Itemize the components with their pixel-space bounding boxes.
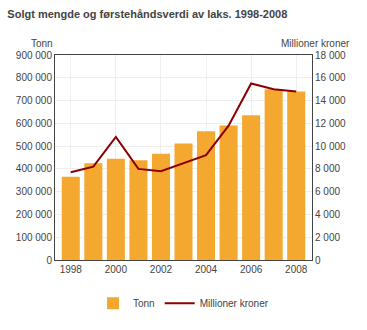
svg-text:Solgt mengde og førstehåndsver: Solgt mengde og førstehåndsverdi av laks… xyxy=(7,8,287,20)
svg-text:10 000: 10 000 xyxy=(315,141,346,152)
svg-text:300 000: 300 000 xyxy=(16,186,53,197)
svg-text:400 000: 400 000 xyxy=(16,163,53,174)
svg-text:6 000: 6 000 xyxy=(315,186,340,197)
svg-text:2 000: 2 000 xyxy=(315,232,340,243)
svg-text:Tonn: Tonn xyxy=(31,38,53,49)
svg-text:2000: 2000 xyxy=(105,264,128,275)
svg-text:12 000: 12 000 xyxy=(315,118,346,129)
svg-text:1998: 1998 xyxy=(60,264,83,275)
svg-text:2008: 2008 xyxy=(285,264,308,275)
svg-text:0: 0 xyxy=(315,255,321,266)
svg-text:0: 0 xyxy=(46,255,52,266)
svg-text:200 000: 200 000 xyxy=(16,209,53,220)
svg-text:100 000: 100 000 xyxy=(16,232,53,243)
svg-text:600 000: 600 000 xyxy=(16,118,53,129)
svg-text:Tonn: Tonn xyxy=(133,298,155,309)
svg-text:18 000: 18 000 xyxy=(315,50,346,61)
svg-text:2006: 2006 xyxy=(240,264,263,275)
svg-text:14 000: 14 000 xyxy=(315,95,346,106)
svg-text:4 000: 4 000 xyxy=(315,209,340,220)
svg-text:16 000: 16 000 xyxy=(315,72,346,83)
svg-text:800 000: 800 000 xyxy=(16,72,53,83)
svg-text:500 000: 500 000 xyxy=(16,141,53,152)
svg-text:700 000: 700 000 xyxy=(16,95,53,106)
svg-text:2004: 2004 xyxy=(195,264,218,275)
svg-text:900 000: 900 000 xyxy=(16,50,53,61)
svg-text:Millioner kroner: Millioner kroner xyxy=(200,298,269,309)
svg-text:Millioner kroner: Millioner kroner xyxy=(281,38,350,49)
svg-text:8 000: 8 000 xyxy=(315,163,340,174)
svg-text:2002: 2002 xyxy=(150,264,173,275)
